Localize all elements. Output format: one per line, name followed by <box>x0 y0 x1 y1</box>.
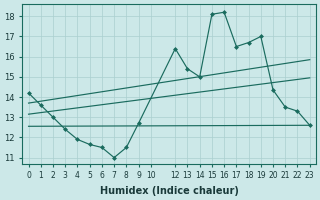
X-axis label: Humidex (Indice chaleur): Humidex (Indice chaleur) <box>100 186 239 196</box>
